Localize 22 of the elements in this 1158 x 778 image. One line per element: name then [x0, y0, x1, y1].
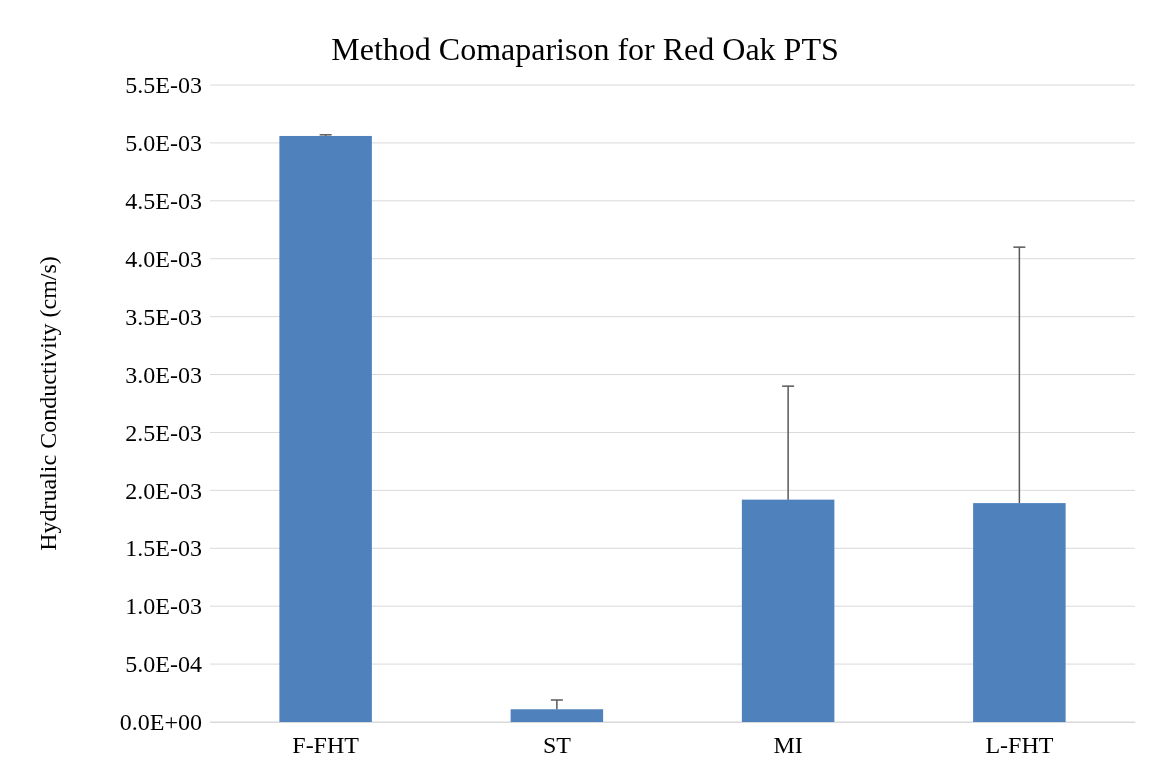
y-tick-label: 5.5E-03: [125, 72, 202, 99]
bar: [279, 135, 372, 722]
bar: [973, 503, 1066, 722]
y-tick-label: 3.0E-03: [125, 361, 202, 388]
y-tick-label: 5.0E-04: [125, 651, 202, 678]
x-tick-label: F-FHT: [292, 732, 360, 759]
x-tick-label: ST: [542, 732, 572, 759]
y-tick-label: 4.5E-03: [125, 188, 202, 214]
y-axis-title: Hydrualic Conductivity (cm/s): [35, 256, 61, 551]
y-tick-label: 2.0E-03: [125, 477, 202, 504]
bar: [741, 499, 835, 722]
y-tick-label: 1.0E-03: [125, 593, 202, 620]
y-tick-label: 5.0E-03: [125, 130, 202, 157]
x-tick-label: L-FHT: [985, 732, 1054, 759]
y-tick-label: 4.0E-03: [125, 245, 202, 272]
y-tick-label: 0.0E+00: [119, 709, 202, 736]
y-tick-label: 3.5E-03: [125, 303, 202, 330]
y-tick-label: 1.5E-03: [125, 535, 202, 562]
chart-title: Method Comaparison for Red Oak PTS: [331, 31, 839, 67]
bar: [510, 709, 604, 722]
x-tick-label: MI: [773, 732, 803, 759]
y-tick-label: 2.5E-03: [125, 419, 202, 446]
